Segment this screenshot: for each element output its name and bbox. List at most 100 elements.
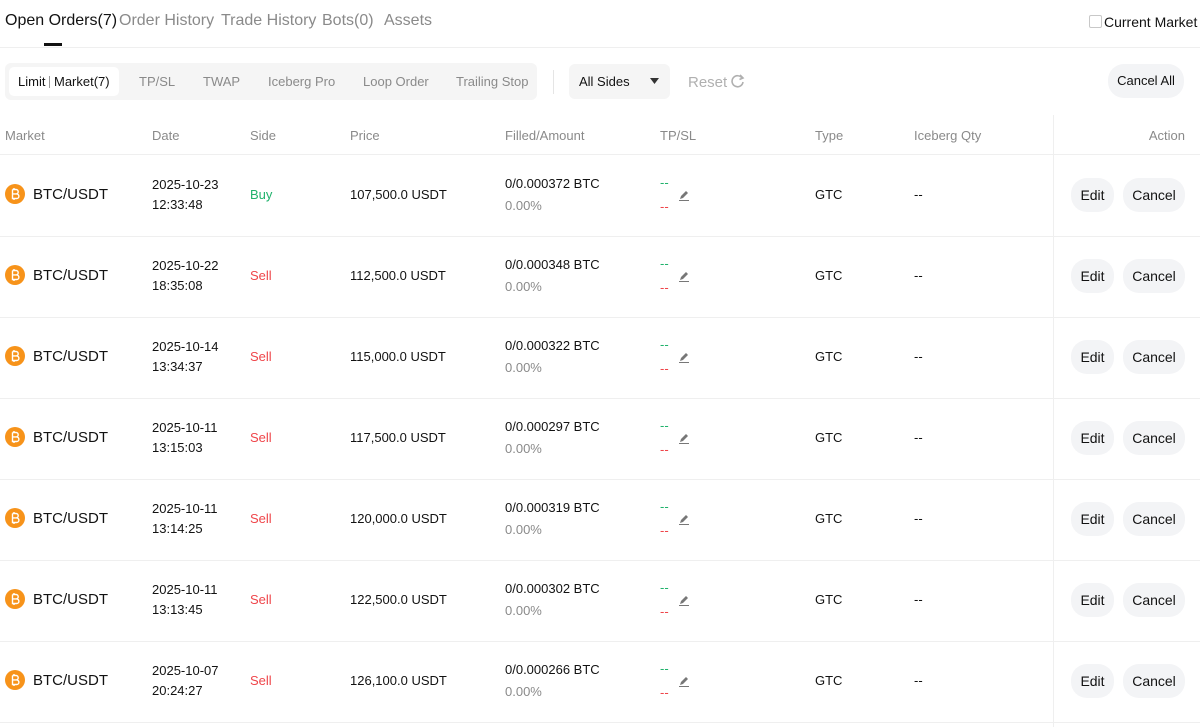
iceberg-qty: -- xyxy=(914,430,923,445)
subtab[interactable]: TP/SL xyxy=(139,74,176,89)
time: 13:13:45 xyxy=(152,602,203,617)
side: Sell xyxy=(250,592,272,607)
market: BTC/USDT xyxy=(33,429,108,446)
edit-tpsl-icon xyxy=(679,596,689,606)
cancel-button[interactable]: Cancel xyxy=(1123,259,1185,293)
filled-percent: 0.00% xyxy=(505,684,542,699)
cancel-button[interactable]: Cancel xyxy=(1123,664,1185,698)
coin-icon xyxy=(5,184,25,204)
edit-button[interactable]: Edit xyxy=(1071,178,1114,212)
tab[interactable]: Assets xyxy=(384,12,433,29)
row-divider xyxy=(0,317,1200,318)
time: 13:15:03 xyxy=(152,440,203,455)
order-type: GTC xyxy=(815,268,843,283)
market: BTC/USDT xyxy=(33,186,108,203)
filled-percent: 0.00% xyxy=(505,522,542,537)
date: 2025-10-23 xyxy=(152,177,219,192)
filled-amount: 0/0.000348 BTC xyxy=(505,257,600,272)
filled-amount: 0/0.000302 BTC xyxy=(505,581,600,596)
market: BTC/USDT xyxy=(33,510,108,527)
checkbox[interactable] xyxy=(1089,15,1102,28)
edit-button[interactable]: Edit xyxy=(1071,583,1114,617)
column-header: Date xyxy=(152,128,180,143)
tab[interactable]: Trade History xyxy=(221,12,317,29)
stop-loss: -- xyxy=(660,361,669,376)
time: 18:35:08 xyxy=(152,278,203,293)
take-profit: -- xyxy=(660,337,669,352)
cancel-button[interactable]: Cancel xyxy=(1123,340,1185,374)
filled-amount: 0/0.000322 BTC xyxy=(505,338,600,353)
time: 20:24:27 xyxy=(152,683,203,698)
reset-button[interactable]: Reset xyxy=(688,74,728,91)
tab[interactable]: Bots(0) xyxy=(322,12,374,29)
edit-tpsl-icon xyxy=(679,515,689,525)
cancel-button[interactable]: Cancel xyxy=(1123,421,1185,455)
cancel-button[interactable]: Cancel xyxy=(1123,178,1185,212)
date: 2025-10-11 xyxy=(152,501,218,516)
market: BTC/USDT xyxy=(33,267,108,284)
cancel-button[interactable]: Cancel xyxy=(1123,502,1185,536)
tab[interactable]: Open Orders(7) xyxy=(5,12,118,29)
order-type: GTC xyxy=(815,592,843,607)
iceberg-qty: -- xyxy=(914,592,923,607)
filled-percent: 0.00% xyxy=(505,360,542,375)
reset-icon xyxy=(731,74,745,88)
tab-divider xyxy=(0,47,1200,48)
time: 12:33:48 xyxy=(152,197,203,212)
iceberg-qty: -- xyxy=(914,511,923,526)
price: 115,000.0 USDT xyxy=(350,349,446,364)
subtab[interactable]: Iceberg Pro xyxy=(268,74,336,89)
iceberg-qty: -- xyxy=(914,187,923,202)
subtab-limit[interactable]: Limit xyxy=(18,74,46,89)
order-type: GTC xyxy=(815,349,843,364)
price: 112,500.0 USDT xyxy=(350,268,446,283)
order-type: GTC xyxy=(815,673,843,688)
coin-icon xyxy=(5,589,25,609)
cancel-button[interactable]: Cancel xyxy=(1123,583,1185,617)
action-column-divider xyxy=(1053,115,1054,727)
column-header: Type xyxy=(815,128,844,143)
iceberg-qty: -- xyxy=(914,673,923,688)
time: 13:14:25 xyxy=(152,521,203,536)
order-type: GTC xyxy=(815,511,843,526)
edit-tpsl-icon xyxy=(679,353,689,363)
edit-button[interactable]: Edit xyxy=(1071,664,1114,698)
side: Buy xyxy=(250,187,273,202)
edit-button[interactable]: Edit xyxy=(1071,502,1114,536)
edit-tpsl-icon xyxy=(679,434,689,444)
edit-tpsl-icon xyxy=(679,677,689,687)
subtab[interactable]: Loop Order xyxy=(363,74,429,89)
edit-button[interactable]: Edit xyxy=(1071,421,1114,455)
filled-percent: 0.00% xyxy=(505,603,542,618)
time: 13:34:37 xyxy=(152,359,203,374)
subtab[interactable]: Trailing Stop xyxy=(456,74,529,89)
subtab-separator xyxy=(49,76,50,88)
header-divider xyxy=(0,154,1200,155)
column-header: Market xyxy=(5,128,45,143)
filled-amount: 0/0.000266 BTC xyxy=(505,662,600,677)
coin-icon xyxy=(5,265,25,285)
subtab-market[interactable]: Market(7) xyxy=(54,74,110,89)
order-type: GTC xyxy=(815,187,843,202)
filled-amount: 0/0.000319 BTC xyxy=(505,500,600,515)
edit-button[interactable]: Edit xyxy=(1071,259,1114,293)
price: 122,500.0 USDT xyxy=(350,592,447,607)
cancel-all-button[interactable]: Cancel All xyxy=(1108,64,1184,98)
tab[interactable]: Order History xyxy=(119,12,215,29)
coin-icon xyxy=(5,508,25,528)
current-market-label[interactable]: Current Market xyxy=(1104,14,1198,30)
coin-icon xyxy=(5,427,25,447)
column-header: Side xyxy=(250,128,277,143)
subtab[interactable]: TWAP xyxy=(203,74,241,89)
iceberg-qty: -- xyxy=(914,349,923,364)
edit-button[interactable]: Edit xyxy=(1071,340,1114,374)
column-header: Filled/Amount xyxy=(505,128,585,143)
side-select-label[interactable]: All Sides xyxy=(579,74,630,89)
date: 2025-10-11 xyxy=(152,420,218,435)
side: Sell xyxy=(250,430,272,445)
dropdown-arrow xyxy=(650,78,659,84)
side: Sell xyxy=(250,349,272,364)
stop-loss: -- xyxy=(660,604,669,619)
edit-tpsl-icon xyxy=(679,191,689,201)
filled-amount: 0/0.000297 BTC xyxy=(505,419,600,434)
